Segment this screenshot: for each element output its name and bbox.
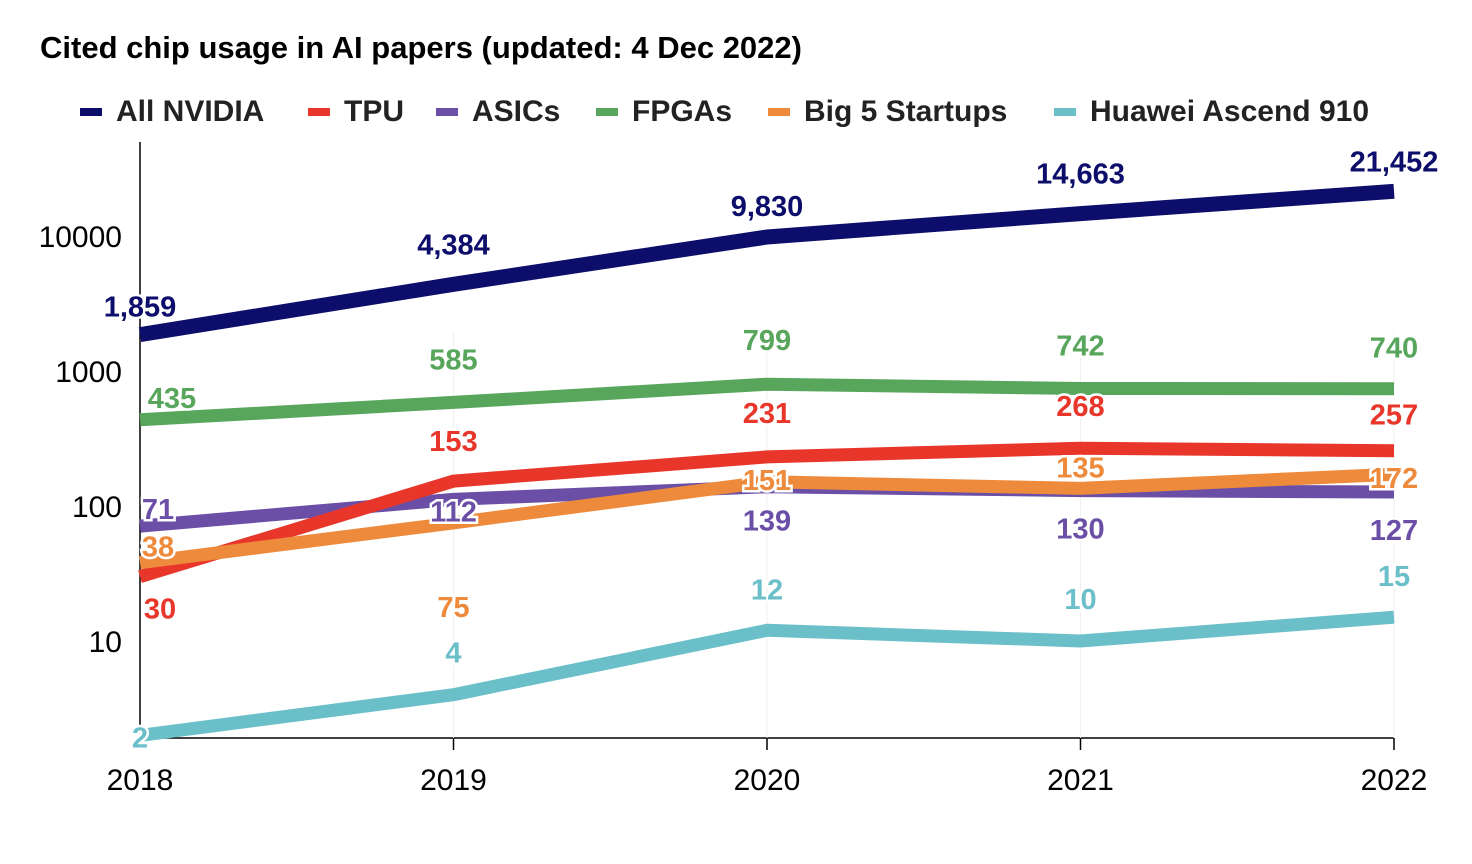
data-label: 4: [445, 638, 461, 670]
legend-swatch: [768, 108, 790, 116]
legend-item-asics: ASICs: [436, 92, 560, 132]
series-line-tpu: [138, 441, 1395, 583]
y-tick-label: 1000: [55, 356, 122, 389]
data-label: 172: [1370, 463, 1418, 495]
x-tick-label: 2020: [734, 764, 801, 797]
series-line-fpgas: [139, 377, 1395, 427]
legend-label: ASICs: [472, 95, 561, 128]
data-label: 10: [1064, 584, 1096, 616]
data-label: 9,830: [731, 191, 804, 223]
data-label: 1,859: [104, 292, 177, 324]
series-line-big-5-startups: [139, 467, 1395, 570]
data-label: 112: [430, 496, 477, 528]
data-label: 14,663: [1036, 159, 1125, 191]
data-label: 435: [148, 383, 196, 415]
legend-item-fpgas: FPGAs: [596, 92, 732, 132]
x-tick-label: 2021: [1047, 764, 1114, 797]
legend-swatch: [1054, 108, 1076, 116]
data-label: 268: [1056, 391, 1104, 423]
data-label: 740: [1370, 333, 1418, 365]
legend: All NVIDIA TPU ASICs FPGAs Big 5 Startup…: [0, 92, 1472, 132]
legend-item-big-5-startups: Big 5 Startups: [768, 92, 1007, 132]
data-label: 2: [132, 722, 148, 754]
legend-item-tpu: TPU: [308, 92, 404, 132]
data-label: 135: [1056, 452, 1104, 484]
data-label: 12: [751, 574, 783, 606]
legend-label: Huawei Ascend 910: [1090, 95, 1370, 128]
series-line-all-nvidia: [138, 183, 1395, 343]
y-tick-label: 10000: [39, 221, 122, 254]
chart-title: Cited chip usage in AI papers (updated: …: [40, 30, 802, 65]
data-label: 153: [429, 426, 477, 458]
data-label: 71: [142, 494, 174, 526]
data-label: 257: [1370, 400, 1418, 432]
legend-swatch: [308, 108, 330, 116]
data-label: 799: [743, 325, 791, 357]
data-label: 4,384: [417, 229, 490, 261]
x-tick-label: 2018: [107, 764, 174, 797]
data-label: 127: [1370, 515, 1418, 547]
x-tick-label: 2019: [420, 764, 487, 797]
legend-swatch: [436, 108, 458, 116]
series-line-huawei-ascend-910: [139, 610, 1395, 742]
legend-item-all-nvidia: All NVIDIA: [80, 92, 264, 132]
legend-swatch: [596, 108, 618, 116]
legend-label: Big 5 Startups: [804, 95, 1008, 128]
legend-label: FPGAs: [632, 95, 733, 128]
data-label: 38: [142, 532, 174, 564]
legend-label: TPU: [344, 95, 404, 128]
data-label: 130: [1056, 514, 1104, 546]
data-label: 585: [429, 344, 477, 376]
legend-swatch: [80, 108, 102, 116]
legend-label: All NVIDIA: [116, 95, 265, 128]
y-tick-label: 10: [89, 626, 122, 659]
legend-item-huawei-ascend-910: Huawei Ascend 910: [1054, 92, 1369, 132]
data-label: 75: [437, 592, 469, 624]
data-label: 231: [743, 398, 791, 430]
data-label: 15: [1378, 561, 1410, 593]
data-label: 139: [743, 506, 791, 538]
data-label: 742: [1056, 330, 1104, 362]
data-label: 151: [743, 465, 791, 497]
data-label: 21,452: [1350, 146, 1439, 178]
x-tick-label: 2022: [1361, 764, 1428, 797]
y-tick-label: 100: [72, 491, 122, 524]
data-label: 30: [144, 594, 176, 626]
